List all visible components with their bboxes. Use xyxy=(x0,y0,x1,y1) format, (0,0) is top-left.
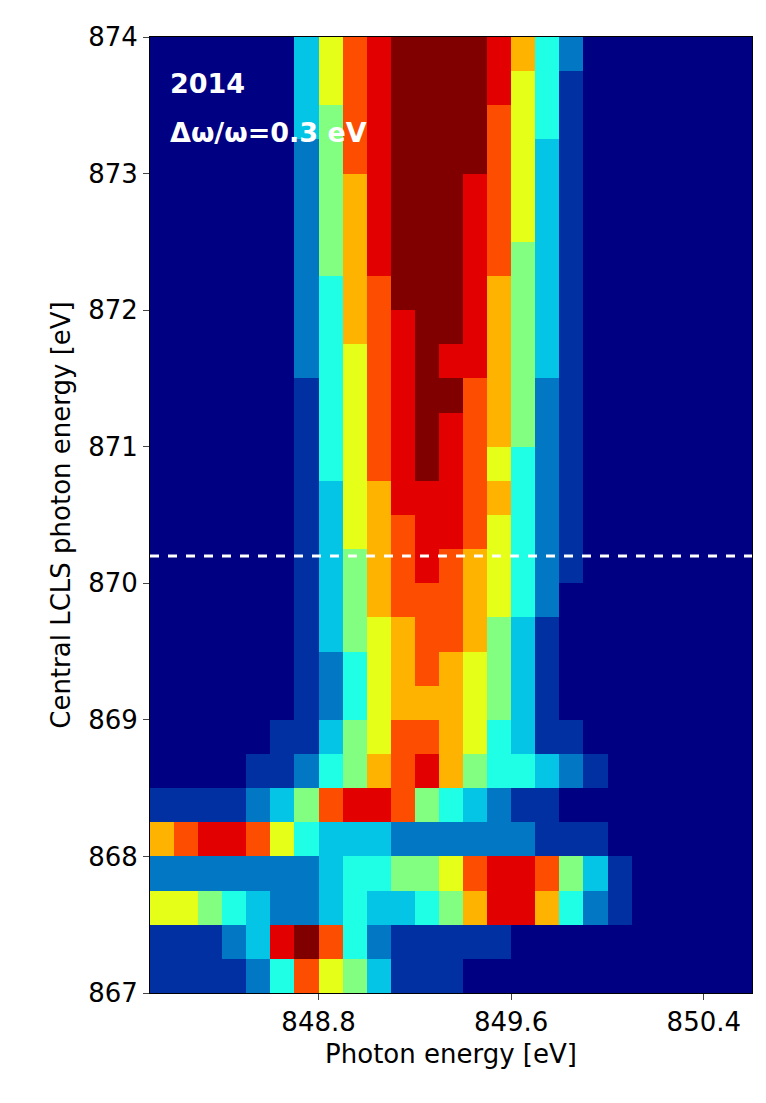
svg-text:849.6: 849.6 xyxy=(474,1007,548,1037)
svg-text:873: 873 xyxy=(88,159,138,189)
svg-text:Photon energy [eV]: Photon energy [eV] xyxy=(325,1039,577,1069)
svg-text:872: 872 xyxy=(88,295,138,325)
svg-text:850.4: 850.4 xyxy=(667,1007,741,1037)
svg-text:Central LCLS photon energy [eV: Central LCLS photon energy [eV] xyxy=(46,301,76,729)
svg-text:2014: 2014 xyxy=(170,68,245,99)
svg-text:869: 869 xyxy=(88,705,138,735)
svg-text:848.8: 848.8 xyxy=(281,1007,355,1037)
svg-text:871: 871 xyxy=(88,432,138,462)
svg-text:867: 867 xyxy=(88,978,138,1008)
svg-text:874: 874 xyxy=(88,22,138,52)
svg-text:870: 870 xyxy=(88,568,138,598)
svg-text:868: 868 xyxy=(88,842,138,872)
svg-text:Δω/ω=0.3 eV: Δω/ω=0.3 eV xyxy=(170,117,367,148)
